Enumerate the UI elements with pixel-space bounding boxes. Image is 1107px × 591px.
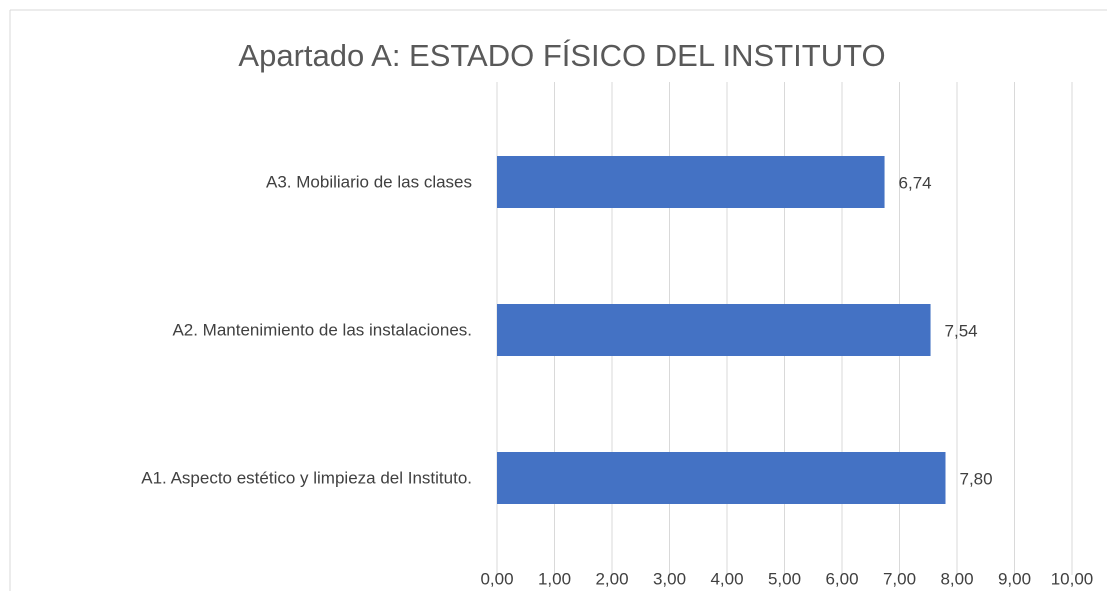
- y-tick-label: A1. Aspecto estético y limpieza del Inst…: [141, 468, 472, 487]
- value-label: 6,74: [899, 173, 932, 192]
- x-tick-label: 4,00: [710, 569, 743, 588]
- x-tick-label: 8,00: [940, 569, 973, 588]
- x-tick-label: 7,00: [883, 569, 916, 588]
- x-tick-label: 6,00: [825, 569, 858, 588]
- chart-title: Apartado A: ESTADO FÍSICO DEL INSTITUTO: [238, 38, 885, 73]
- x-tick-label: 9,00: [998, 569, 1031, 588]
- x-tick-label: 3,00: [653, 569, 686, 588]
- bar: [497, 452, 946, 504]
- y-tick-label: A2. Mantenimiento de las instalaciones.: [172, 320, 472, 339]
- x-tick-label: 0,00: [480, 569, 513, 588]
- value-label: 7,80: [960, 469, 993, 488]
- x-tick-label: 5,00: [768, 569, 801, 588]
- y-tick-label: A3. Mobiliario de las clases: [266, 172, 472, 191]
- x-tick-label: 1,00: [538, 569, 571, 588]
- x-tick-label: 10,00: [1051, 569, 1094, 588]
- bar: [497, 304, 931, 356]
- bar: [497, 156, 885, 208]
- x-tick-label: 2,00: [595, 569, 628, 588]
- value-label: 7,54: [945, 321, 978, 340]
